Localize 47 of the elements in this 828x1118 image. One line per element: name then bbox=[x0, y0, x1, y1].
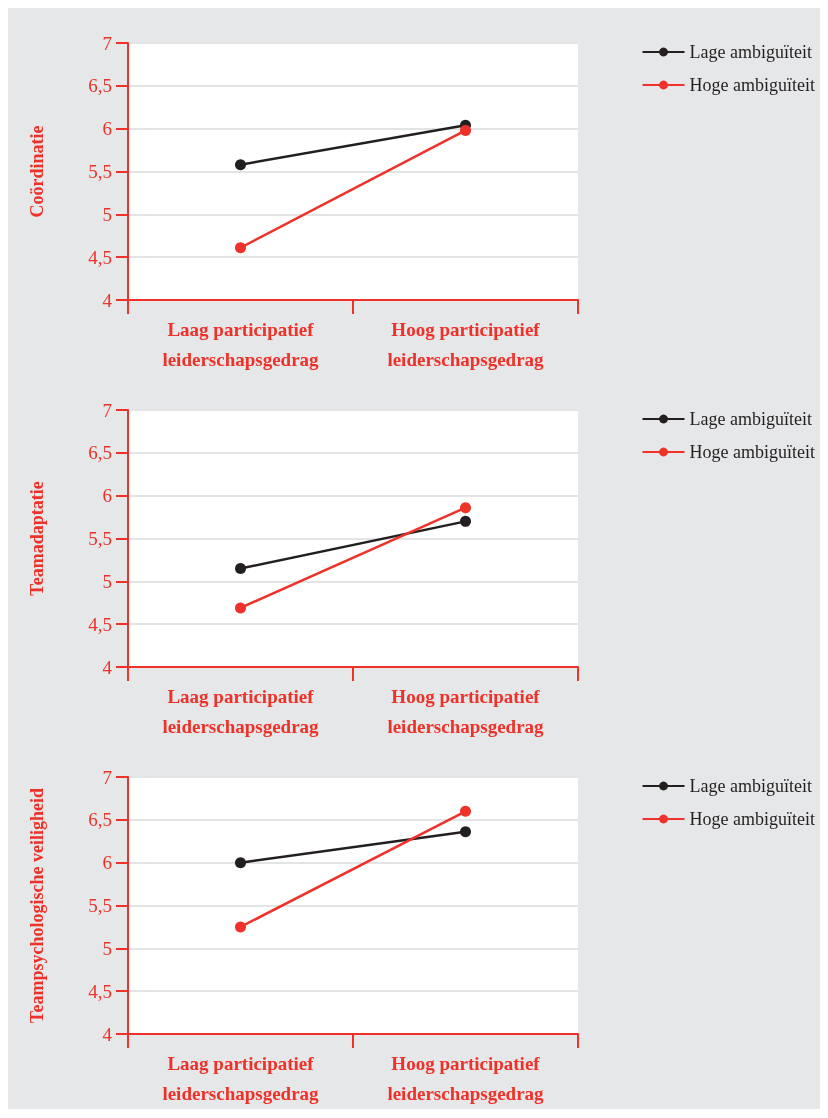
point bbox=[235, 242, 246, 254]
point bbox=[235, 857, 246, 869]
y-tick-label: 4,5 bbox=[88, 980, 112, 1002]
point bbox=[460, 502, 471, 514]
x-tick-label: Laag participatief leiderschapsgedrag bbox=[162, 318, 320, 370]
y-tick-label: 5 bbox=[102, 203, 112, 225]
y-axis-title: Teamadaptatie bbox=[27, 481, 47, 596]
legend-label: Hoge ambiguïteit bbox=[689, 442, 816, 462]
x-tick-label: Hoog participatief leiderschapsgedrag bbox=[387, 318, 545, 370]
y-tick-label: 7 bbox=[102, 32, 112, 54]
y-tick-label: 4 bbox=[102, 289, 113, 311]
point bbox=[235, 562, 246, 574]
legend-label: Lage ambiguïteit bbox=[689, 409, 812, 429]
y-tick-label: 4,5 bbox=[88, 613, 112, 635]
y-axis-title: Coördinatie bbox=[27, 125, 47, 218]
point bbox=[460, 515, 471, 527]
y-tick-label: 5,5 bbox=[88, 895, 112, 916]
point bbox=[460, 124, 471, 136]
point bbox=[460, 805, 471, 817]
legend-label: Lage ambiguïteit bbox=[689, 776, 812, 796]
y-tick-label: 7 bbox=[102, 766, 112, 788]
y-tick-label: 4,5 bbox=[88, 246, 112, 268]
x-tick-label: Hoog participatief leiderschapsgedrag bbox=[387, 1052, 545, 1104]
y-axis-title: Teampsychologische veiligheid bbox=[27, 788, 47, 1023]
y-tick-label: 5,5 bbox=[88, 161, 112, 182]
y-tick-label: 4 bbox=[102, 656, 113, 678]
x-tick-label: Hoog participatief leiderschapsgedrag bbox=[387, 685, 545, 737]
x-tick-label: Laag participatief leiderschapsgedrag bbox=[162, 685, 320, 737]
legend-label: Hoge ambiguïteit bbox=[689, 809, 816, 829]
point bbox=[460, 826, 471, 838]
x-tick-label: Laag participatief leiderschapsgedrag bbox=[162, 1052, 320, 1104]
legend-label: Lage ambiguïteit bbox=[689, 42, 812, 62]
y-tick-label: 5 bbox=[102, 570, 112, 592]
point bbox=[235, 921, 246, 933]
point bbox=[235, 159, 246, 171]
y-tick-label: 6 bbox=[102, 118, 112, 140]
y-tick-label: 5 bbox=[102, 937, 112, 959]
y-tick-label: 6,5 bbox=[88, 442, 112, 464]
y-tick-label: 6,5 bbox=[88, 75, 112, 97]
y-tick-label: 6 bbox=[102, 485, 112, 507]
point bbox=[235, 602, 246, 614]
y-tick-label: 6,5 bbox=[88, 809, 112, 831]
y-tick-label: 4 bbox=[102, 1023, 113, 1045]
legend-label: Hoge ambiguïteit bbox=[689, 75, 816, 95]
y-tick-label: 5,5 bbox=[88, 528, 112, 549]
y-tick-label: 7 bbox=[102, 399, 112, 421]
y-tick-label: 6 bbox=[102, 852, 112, 874]
